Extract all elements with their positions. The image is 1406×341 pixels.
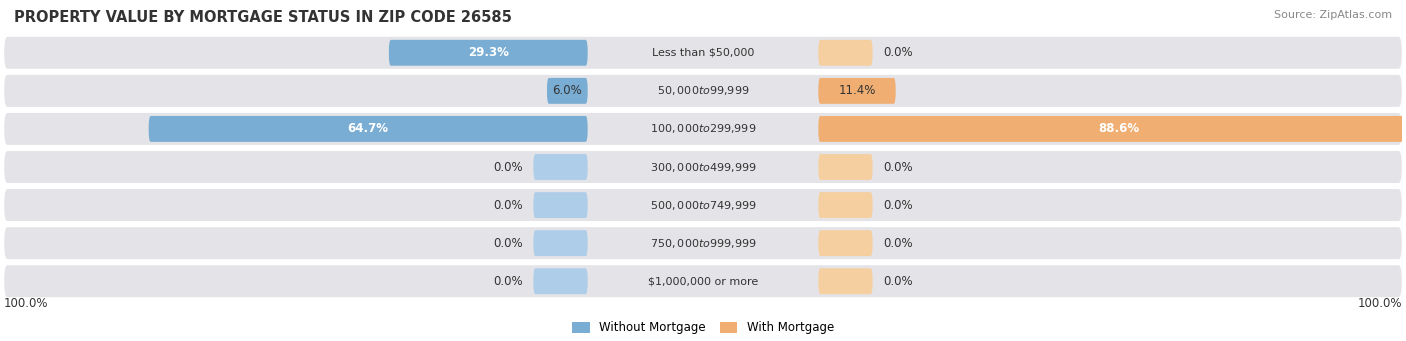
FancyBboxPatch shape — [818, 268, 873, 294]
Legend: Without Mortgage, With Mortgage: Without Mortgage, With Mortgage — [567, 316, 839, 339]
Text: $50,000 to $99,999: $50,000 to $99,999 — [657, 84, 749, 98]
Text: 0.0%: 0.0% — [494, 237, 523, 250]
FancyBboxPatch shape — [4, 265, 1402, 297]
FancyBboxPatch shape — [818, 154, 873, 180]
FancyBboxPatch shape — [4, 151, 1402, 183]
Text: 6.0%: 6.0% — [553, 84, 582, 98]
Text: $500,000 to $749,999: $500,000 to $749,999 — [650, 198, 756, 211]
Text: PROPERTY VALUE BY MORTGAGE STATUS IN ZIP CODE 26585: PROPERTY VALUE BY MORTGAGE STATUS IN ZIP… — [14, 10, 512, 25]
Text: 0.0%: 0.0% — [494, 161, 523, 174]
Text: 0.0%: 0.0% — [494, 275, 523, 288]
Text: 11.4%: 11.4% — [838, 84, 876, 98]
FancyBboxPatch shape — [818, 116, 1406, 142]
FancyBboxPatch shape — [818, 78, 896, 104]
Text: Source: ZipAtlas.com: Source: ZipAtlas.com — [1274, 10, 1392, 20]
Text: 0.0%: 0.0% — [494, 198, 523, 211]
FancyBboxPatch shape — [389, 40, 588, 66]
FancyBboxPatch shape — [533, 192, 588, 218]
Text: Less than $50,000: Less than $50,000 — [652, 48, 754, 58]
Text: 0.0%: 0.0% — [883, 198, 912, 211]
FancyBboxPatch shape — [4, 75, 1402, 107]
FancyBboxPatch shape — [4, 189, 1402, 221]
Text: $1,000,000 or more: $1,000,000 or more — [648, 276, 758, 286]
Text: 100.0%: 100.0% — [4, 297, 49, 310]
FancyBboxPatch shape — [533, 154, 588, 180]
FancyBboxPatch shape — [4, 113, 1402, 145]
Text: 29.3%: 29.3% — [468, 46, 509, 59]
FancyBboxPatch shape — [818, 230, 873, 256]
Text: 0.0%: 0.0% — [883, 237, 912, 250]
FancyBboxPatch shape — [533, 268, 588, 294]
Text: 100.0%: 100.0% — [1357, 297, 1402, 310]
FancyBboxPatch shape — [533, 230, 588, 256]
Text: 0.0%: 0.0% — [883, 275, 912, 288]
Text: $300,000 to $499,999: $300,000 to $499,999 — [650, 161, 756, 174]
Text: 88.6%: 88.6% — [1098, 122, 1139, 135]
Text: 0.0%: 0.0% — [883, 161, 912, 174]
FancyBboxPatch shape — [818, 192, 873, 218]
FancyBboxPatch shape — [149, 116, 588, 142]
Text: 64.7%: 64.7% — [347, 122, 388, 135]
Text: $100,000 to $299,999: $100,000 to $299,999 — [650, 122, 756, 135]
Text: 0.0%: 0.0% — [883, 46, 912, 59]
FancyBboxPatch shape — [818, 40, 873, 66]
FancyBboxPatch shape — [4, 37, 1402, 69]
Text: $750,000 to $999,999: $750,000 to $999,999 — [650, 237, 756, 250]
FancyBboxPatch shape — [547, 78, 588, 104]
FancyBboxPatch shape — [4, 227, 1402, 259]
